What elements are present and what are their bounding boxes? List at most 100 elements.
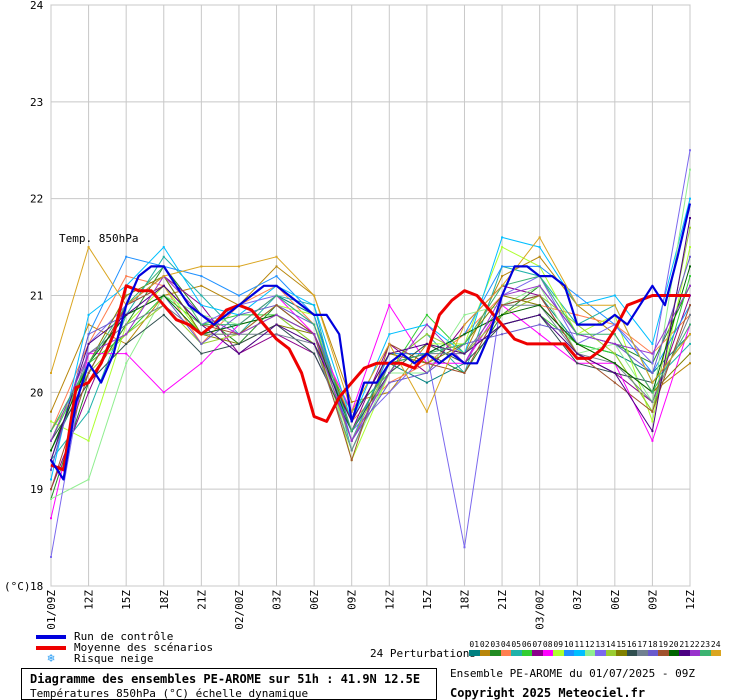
perturbation-point xyxy=(350,459,353,462)
perturbation-point xyxy=(689,265,691,268)
perturbation-point xyxy=(200,352,203,355)
perturbation-point xyxy=(576,333,579,336)
perturbation-swatch xyxy=(574,650,585,656)
y-tick-label: 19 xyxy=(30,483,43,496)
perturbation-point xyxy=(87,323,90,326)
perturbation-point xyxy=(388,381,391,384)
perturbation-point xyxy=(425,410,428,413)
control-run-line xyxy=(50,203,692,481)
perturbation-point xyxy=(651,391,654,394)
x-axis-tick-labels: 01/09Z 12Z 15Z 18Z 21Z 02/00Z 03Z 06Z 09Z 12Z 15Z 1… xyxy=(45,590,697,630)
perturbation-number: 05 xyxy=(511,640,522,649)
perturbation-point xyxy=(651,381,654,384)
perturbation-point xyxy=(689,352,691,355)
perturbation-point xyxy=(651,371,654,374)
chart-variable-label: Temp. 850hPa xyxy=(59,232,138,245)
perturbation-point xyxy=(87,246,90,249)
perturbation-point xyxy=(350,410,353,413)
perturbation-point xyxy=(501,265,504,268)
perturbation-point xyxy=(237,352,240,355)
perturbation-point xyxy=(388,342,391,345)
perturbation-24-line xyxy=(50,236,691,413)
perturbation-point xyxy=(350,430,353,433)
perturbation-swatch xyxy=(563,650,574,656)
perturbation-number: 04 xyxy=(500,640,511,649)
x-tick-label: 03/00Z xyxy=(534,590,547,630)
perturbation-point xyxy=(275,255,278,258)
perturbation-point xyxy=(125,352,128,355)
perturbation-point xyxy=(613,333,616,336)
perturbation-point xyxy=(275,333,278,336)
perturbation-point xyxy=(613,323,616,326)
perturbation-point xyxy=(125,255,128,258)
perturbation-point xyxy=(613,381,616,384)
perturbation-number: 16 xyxy=(626,640,637,649)
perturbation-number: 17 xyxy=(637,640,648,649)
perturbation-point xyxy=(87,391,90,394)
perturbation-swatch xyxy=(521,650,532,656)
perturbation-point xyxy=(87,371,90,374)
perturbation-23-line xyxy=(50,265,691,433)
perturbation-point xyxy=(162,246,165,249)
perturbation-number: 21 xyxy=(679,640,690,649)
legend-mean-label: Moyenne des scénarios xyxy=(74,641,214,654)
perturbation-point xyxy=(463,546,466,549)
perturbation-point xyxy=(576,342,579,345)
perturbation-08-line xyxy=(50,294,691,519)
perturbation-point xyxy=(425,333,428,336)
legend-mean-swatch xyxy=(36,645,66,650)
perturbation-point xyxy=(501,284,504,287)
x-tick-label: 06Z xyxy=(609,590,622,610)
diagram-info-box: Diagramme des ensembles PE-AROME sur 51h… xyxy=(21,668,437,700)
perturbation-point xyxy=(689,217,691,220)
legend-control-swatch xyxy=(36,634,66,639)
perturbation-point xyxy=(689,255,691,258)
perturbation-point xyxy=(50,468,52,471)
perturbation-number: 08 xyxy=(542,640,553,649)
perturbation-point xyxy=(50,478,52,481)
perturbation-swatch xyxy=(658,650,669,656)
perturbation-point xyxy=(162,313,165,316)
x-tick-label: 15Z xyxy=(421,590,434,610)
x-tick-label: 09Z xyxy=(346,590,359,610)
perturbation-number: 11 xyxy=(574,640,585,649)
perturbation-point xyxy=(576,362,579,365)
perturbation-number: 23 xyxy=(700,640,711,649)
perturbation-point xyxy=(538,323,541,326)
perturbation-number: 14 xyxy=(605,640,616,649)
legend-snow-label: Risque neige xyxy=(74,652,154,665)
perturbation-number: 20 xyxy=(668,640,679,649)
x-tick-label: 02/00Z xyxy=(233,590,246,630)
perturbation-number: 22 xyxy=(689,640,700,649)
perturbation-point xyxy=(463,342,466,345)
perturbation-point xyxy=(200,294,203,297)
x-tick-label: 18Z xyxy=(458,590,471,610)
perturbation-number: 12 xyxy=(584,640,595,649)
perturbation-number: 19 xyxy=(658,640,669,649)
perturbation-point xyxy=(200,342,203,345)
perturbation-point xyxy=(162,391,165,394)
perturbation-swatch xyxy=(595,650,606,656)
perturbation-point xyxy=(125,313,128,316)
y-tick-label: 18 xyxy=(30,580,43,593)
perturbation-22-line xyxy=(50,275,691,443)
perturbation-number: 13 xyxy=(595,640,606,649)
perturbation-point xyxy=(125,362,128,365)
perturbation-point xyxy=(689,275,691,278)
perturbation-point xyxy=(125,294,128,297)
perturbation-number: 06 xyxy=(521,640,532,649)
perturbation-swatch xyxy=(647,650,658,656)
perturbation-point xyxy=(425,323,428,326)
x-tick-label: 09Z xyxy=(646,590,659,610)
perturbation-swatch xyxy=(479,650,490,656)
perturbation-point xyxy=(388,352,391,355)
perturbation-point xyxy=(87,342,90,345)
perturbation-point xyxy=(125,333,128,336)
perturbation-point xyxy=(501,313,504,316)
perturbation-color-swatches xyxy=(469,650,721,656)
perturbation-point xyxy=(388,333,391,336)
perturbation-point xyxy=(275,304,278,307)
perturbation-number: 24 xyxy=(710,640,721,649)
perturbation-point xyxy=(388,304,391,307)
perturbation-point xyxy=(463,371,466,374)
